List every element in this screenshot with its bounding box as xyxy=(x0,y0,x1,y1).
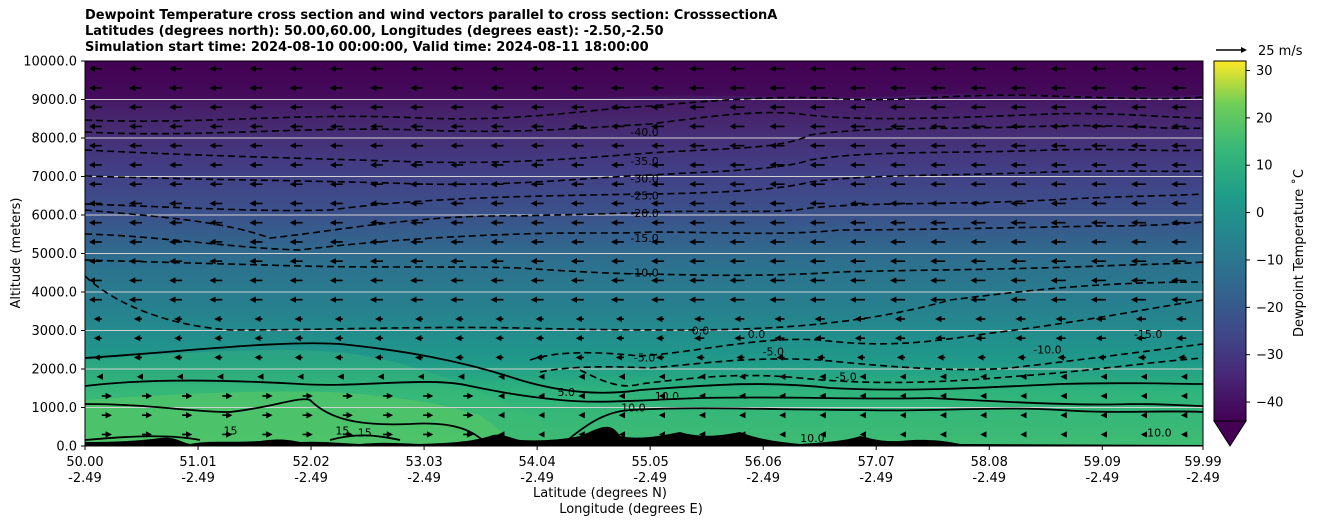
x-tick-lon: -2.49 xyxy=(294,471,328,486)
contour-lines xyxy=(85,94,1203,446)
x-tick-lon: -2.49 xyxy=(1186,471,1220,486)
contour-label: 5.0 xyxy=(557,386,575,399)
x-axis-label-lat: Latitude (degrees N) xyxy=(533,486,667,501)
colorbar-label: Dewpoint Temperature ˚C xyxy=(1291,169,1307,337)
contour-labels: -40.0 -35.0 -30.0 -25.0 -20.0 -15.0 -10.0 0.0 0.… xyxy=(223,126,1171,445)
title-line-1: Dewpoint Temperature cross section and w… xyxy=(85,8,778,23)
colorbar-tick-label: 0 xyxy=(1256,206,1264,221)
contour-label: 0.0 xyxy=(692,324,710,337)
y-tick-label: 5000.0 xyxy=(32,247,78,262)
x-axis-ticks: 50.00-2.4951.01-2.4952.02-2.4953.03-2.49… xyxy=(66,446,1222,486)
moist-patch xyxy=(85,391,520,446)
x-tick-lon: -2.49 xyxy=(181,471,215,486)
contour-label: 15 xyxy=(358,426,372,439)
x-tick-lat: 54.04 xyxy=(519,455,556,470)
contour-label: 15 xyxy=(223,424,237,437)
contour-label: -20.0 xyxy=(630,207,658,220)
contour-label: 10.0 xyxy=(655,390,680,403)
colorbar-tick-label: −40 xyxy=(1256,396,1283,411)
colorbar-tick-label: 10 xyxy=(1256,159,1273,174)
contour-label: -5.0 xyxy=(763,346,784,359)
y-tick-label: 9000.0 xyxy=(32,93,78,108)
x-axis-label-lon: Longitude (degrees E) xyxy=(559,502,703,517)
x-tick-lon: -2.49 xyxy=(746,471,780,486)
x-tick-lat: 55.05 xyxy=(632,455,669,470)
colorbar-tick-label: 20 xyxy=(1256,111,1273,126)
x-tick-lat: 56.06 xyxy=(745,455,782,470)
x-tick-lon: -2.49 xyxy=(972,471,1006,486)
colorbar: 30 20 10 0 −10 −20 −30 −40 Dewpoint Temperature… xyxy=(1213,60,1307,447)
x-tick-lat: 50.00 xyxy=(66,455,103,470)
y-axis-label: Altitude (meters) xyxy=(9,198,24,309)
x-tick-lon: -2.49 xyxy=(407,471,441,486)
contour-label: -25.0 xyxy=(630,190,658,203)
chart-title: Dewpoint Temperature cross section and w… xyxy=(85,8,777,56)
x-tick-lat: 58.08 xyxy=(971,455,1008,470)
contour-label: 10.0 xyxy=(800,432,825,445)
y-tick-label: 2000.0 xyxy=(32,363,78,378)
contour-label: 15 xyxy=(335,424,349,437)
contour-label: 0.0 xyxy=(748,328,766,341)
x-tick-lat: 53.03 xyxy=(405,455,442,470)
contour-label: -30.0 xyxy=(630,172,658,185)
x-tick-lat: 59.09 xyxy=(1084,455,1121,470)
terrain xyxy=(85,426,1203,446)
y-tick-label: 6000.0 xyxy=(32,209,78,224)
x-tick-lon: -2.49 xyxy=(633,471,667,486)
x-tick-lon: -2.49 xyxy=(520,471,554,486)
y-tick-label: 7000.0 xyxy=(32,170,78,185)
colorbar-tick-label: −30 xyxy=(1256,348,1283,363)
y-tick-label: 3000.0 xyxy=(32,324,78,339)
contour-label: -5.0 xyxy=(835,371,856,384)
y-axis-ticks: 0.0 1000.0 2000.0 3000.0 4000.0 5000.0 6000.0 7… xyxy=(23,55,85,455)
x-tick-lon: -2.49 xyxy=(68,471,102,486)
contour-label: 10.0 xyxy=(621,401,646,414)
contour-label: -15.0 xyxy=(1134,328,1162,341)
dry-top xyxy=(85,61,1203,100)
wind-vectors xyxy=(88,65,1188,438)
y-tick-label: 8000.0 xyxy=(32,132,78,147)
y-tick-label: 0.0 xyxy=(56,440,77,455)
title-line-2: Latitudes (degrees north): 50.00,60.00, … xyxy=(85,24,664,39)
y-tick-label: 1000.0 xyxy=(32,401,78,416)
contour-label: -15.0 xyxy=(630,232,658,245)
contour-label: 10.0 xyxy=(1147,426,1172,439)
moist-layer xyxy=(85,350,560,446)
x-tick-lon: -2.49 xyxy=(1085,471,1119,486)
y-tick-label: 4000.0 xyxy=(32,286,78,301)
colorbar-tick-label: −20 xyxy=(1256,301,1283,316)
x-tick-lon: -2.49 xyxy=(859,471,893,486)
quiver-key-label: 25 m/s xyxy=(1258,44,1303,59)
x-tick-lat: 59.99 xyxy=(1184,455,1221,470)
contour-label: -5.0 xyxy=(634,351,655,364)
colorbar-scale xyxy=(1213,60,1247,422)
colorbar-tick-label: −10 xyxy=(1256,253,1283,268)
x-tick-lat: 51.01 xyxy=(179,455,216,470)
colorbar-extend-triangle xyxy=(1213,420,1247,447)
contour-label: -10.0 xyxy=(1033,344,1061,357)
colorbar-tick-label: 30 xyxy=(1256,64,1273,79)
contour-label: -35.0 xyxy=(630,155,658,168)
contour-label: -10.0 xyxy=(630,267,658,280)
colorbar-ticks: 30 20 10 0 −10 −20 −30 −40 xyxy=(1246,64,1283,411)
x-tick-lat: 57.07 xyxy=(858,455,895,470)
x-tick-lat: 52.02 xyxy=(292,455,329,470)
contour-label: -40.0 xyxy=(630,126,658,139)
title-line-3: Simulation start time: 2024-08-10 00:00:… xyxy=(85,40,649,55)
y-tick-label: 10000.0 xyxy=(23,55,77,70)
